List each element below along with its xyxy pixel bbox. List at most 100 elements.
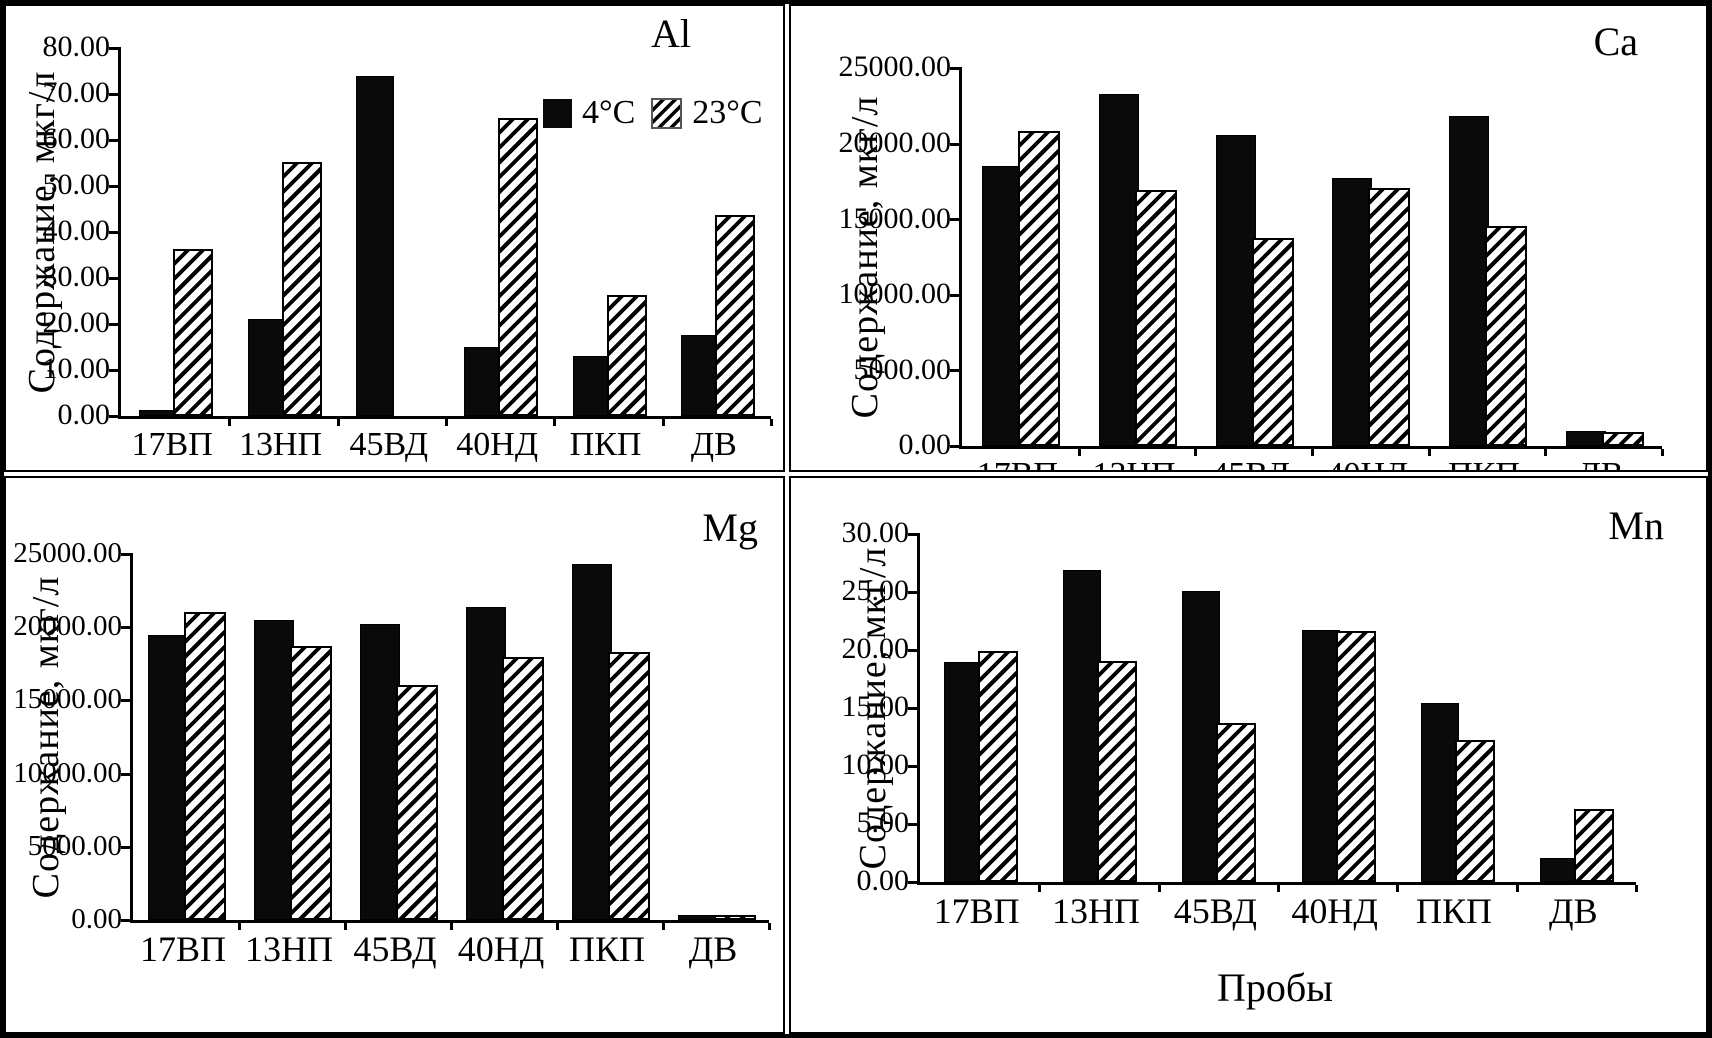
y-tick-mark bbox=[908, 649, 920, 652]
bar-ca-ПКП-23°C bbox=[1485, 226, 1527, 446]
plot-area-mg bbox=[130, 554, 769, 923]
bar-mg-ДВ-4°C bbox=[678, 915, 718, 920]
chart-panel-mn: Mn Содержание, мкг/л Пробы 30.00 25.00 20.… bbox=[789, 476, 1708, 1034]
x-category-label: 45ВД bbox=[349, 426, 429, 463]
bar-mn-13НП-23°C bbox=[1097, 661, 1137, 882]
bar-ca-ДВ-23°C bbox=[1601, 432, 1644, 446]
bar-al-17ВП-23°C bbox=[173, 249, 214, 416]
chart-title-mn: Mn bbox=[1608, 503, 1664, 548]
bar-al-13НП-23°C bbox=[281, 162, 322, 416]
x-category-label: 45ВД bbox=[1173, 891, 1257, 931]
y-tick-mark bbox=[121, 699, 133, 703]
y-tick-mark bbox=[109, 415, 121, 418]
bar-mn-17ВП-4°C bbox=[943, 662, 982, 882]
y-tick-mark bbox=[121, 845, 133, 849]
y-tick-label: 5000.00 bbox=[27, 829, 122, 862]
x-tick-mark bbox=[336, 419, 340, 426]
bar-mg-ПКП-4°C bbox=[572, 564, 612, 920]
bar-mn-ДВ-4°C bbox=[1540, 858, 1579, 882]
x-category-label: ПКП bbox=[569, 426, 642, 463]
y-tick-mark bbox=[950, 142, 962, 146]
bar-mn-13НП-4°C bbox=[1063, 570, 1101, 882]
bar-ca-ДВ-4°C bbox=[1565, 431, 1606, 446]
x-category-label: ДВ bbox=[1549, 891, 1598, 931]
bar-ca-13НП-23°C bbox=[1135, 190, 1177, 446]
bar-al-ДВ-4°C bbox=[680, 335, 719, 416]
y-tick-mark bbox=[908, 707, 920, 710]
y-tick-label: 10.00 bbox=[42, 352, 111, 386]
y-tick-label: 10000.00 bbox=[13, 756, 122, 789]
y-tick-label: 40.00 bbox=[42, 214, 111, 248]
bar-al-45ВД-4°C bbox=[355, 76, 394, 416]
x-tick-mark bbox=[450, 923, 453, 930]
y-tick-mark bbox=[109, 139, 121, 142]
x-tick-mark bbox=[1515, 885, 1519, 892]
bar-mg-45ВД-4°C bbox=[360, 624, 400, 920]
bar-ca-17ВП-4°C bbox=[982, 166, 1023, 446]
x-tick-mark bbox=[1077, 449, 1081, 456]
bar-al-13НП-4°C bbox=[247, 319, 286, 416]
bar-mn-45ВД-23°C bbox=[1216, 723, 1257, 882]
y-tick-label: 15000.00 bbox=[13, 683, 122, 716]
x-tick-mark bbox=[1635, 885, 1638, 892]
x-category-label: ДВ bbox=[688, 929, 738, 969]
x-category-label: 40НД bbox=[1287, 456, 1447, 470]
bar-mg-40НД-23°C bbox=[502, 657, 544, 920]
y-tick-label: 25000.00 bbox=[838, 50, 952, 84]
y-tick-mark bbox=[121, 626, 133, 630]
y-tick-label: 15.00 bbox=[841, 690, 910, 724]
x-tick-mark bbox=[238, 923, 241, 930]
x-tick-mark bbox=[768, 923, 771, 930]
x-tick-mark bbox=[1544, 449, 1548, 456]
x-tick-mark bbox=[770, 419, 773, 426]
x-category-label: ДВ bbox=[1521, 456, 1681, 470]
y-tick-mark bbox=[109, 323, 121, 326]
x-tick-mark bbox=[1396, 885, 1400, 892]
x-category-label: 40НД bbox=[457, 929, 545, 969]
y-tick-mark bbox=[109, 369, 121, 372]
y-tick-label: 70.00 bbox=[42, 76, 111, 110]
x-category-label: 17ВП bbox=[937, 456, 1097, 470]
x-category-label: 40НД bbox=[456, 426, 539, 463]
y-tick-mark bbox=[121, 919, 133, 922]
x-category-label: 17ВП bbox=[131, 426, 213, 463]
bar-mg-ПКП-23°C bbox=[608, 652, 650, 920]
y-tick-label: 25.00 bbox=[841, 574, 910, 608]
legend-swatch-23c bbox=[651, 97, 683, 129]
x-tick-mark bbox=[1311, 449, 1314, 456]
x-tick-mark bbox=[662, 923, 665, 930]
y-tick-label: 20.00 bbox=[42, 306, 111, 340]
bar-ca-13НП-4°C bbox=[1099, 94, 1139, 446]
x-category-label: 17ВП bbox=[139, 929, 226, 969]
y-tick-label: 5.00 bbox=[856, 806, 910, 840]
y-tick-label: 0.00 bbox=[71, 902, 122, 935]
y-tick-label: 10000.00 bbox=[838, 277, 952, 311]
bar-al-ДВ-23°C bbox=[714, 215, 755, 416]
x-axis-title-samples: Пробы bbox=[1216, 965, 1334, 1010]
bar-al-40НД-23°C bbox=[498, 118, 539, 416]
x-category-label: 17ВП bbox=[933, 891, 1020, 931]
y-tick-mark bbox=[109, 231, 121, 234]
x-tick-mark bbox=[556, 923, 559, 930]
bar-al-40НД-4°C bbox=[464, 347, 503, 416]
y-tick-label: 30.00 bbox=[42, 260, 111, 294]
y-tick-mark bbox=[908, 533, 920, 536]
bar-mg-ДВ-23°C bbox=[714, 915, 756, 920]
y-tick-mark bbox=[908, 881, 920, 884]
bar-mn-ДВ-23°C bbox=[1574, 809, 1615, 882]
y-tick-label: 20000.00 bbox=[838, 126, 952, 159]
y-tick-mark bbox=[908, 765, 920, 768]
bar-ca-ПКП-4°C bbox=[1449, 116, 1489, 446]
y-tick-label: 0.00 bbox=[898, 428, 952, 462]
bar-mn-45ВД-4°C bbox=[1182, 591, 1221, 882]
y-tick-label: 20000.00 bbox=[13, 610, 122, 643]
bar-mn-ПКП-4°C bbox=[1421, 703, 1459, 882]
x-tick-mark bbox=[1427, 449, 1431, 456]
bar-mn-40НД-23°C bbox=[1335, 631, 1376, 882]
plot-area-mn bbox=[917, 534, 1636, 885]
y-tick-label: 0.00 bbox=[57, 398, 111, 432]
legend-label-4c: 4°C bbox=[582, 94, 636, 131]
x-category-label: ДВ bbox=[690, 426, 737, 463]
x-category-label: ПКП bbox=[1404, 456, 1564, 470]
y-tick-mark bbox=[121, 553, 133, 556]
